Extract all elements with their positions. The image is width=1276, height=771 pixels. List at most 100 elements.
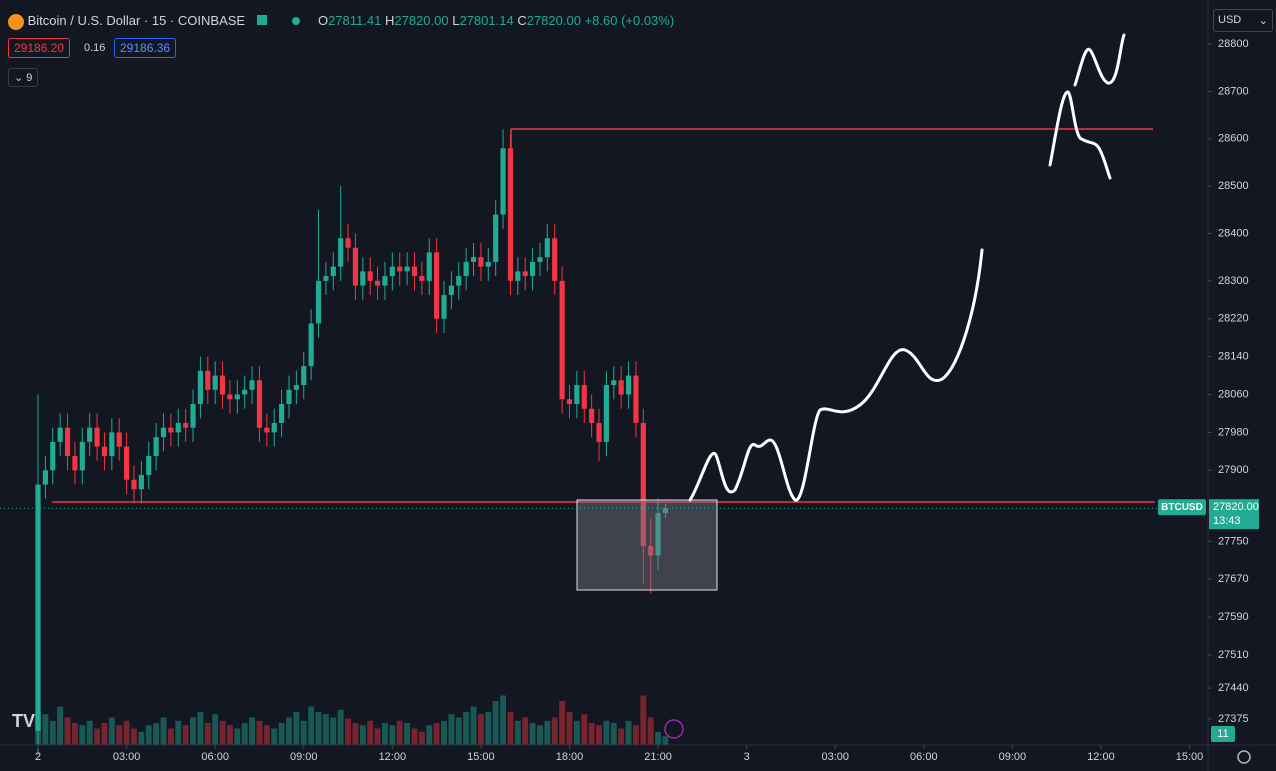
candle-body [190, 403, 196, 428]
volume-bar [522, 717, 529, 745]
candle-body [301, 366, 307, 386]
candle-body [205, 370, 211, 390]
y-tick-label: 28060 [1218, 388, 1249, 400]
candle-body [286, 389, 292, 404]
countdown: 13:43 [1213, 515, 1241, 527]
settings-icon[interactable] [1237, 750, 1251, 764]
volume-bar [359, 725, 366, 745]
volume-bar [256, 720, 263, 745]
volume-bar [234, 728, 241, 745]
volume-bar [404, 723, 411, 745]
volume-bar [647, 717, 654, 745]
ohlc-value: 27811.41 [328, 13, 382, 28]
buy-button[interactable]: 29186.36 [114, 38, 177, 58]
volume-bar [529, 723, 536, 745]
candle-body [50, 441, 56, 471]
volume-bar [108, 717, 115, 745]
candle-body [249, 380, 255, 390]
candle-body [589, 408, 595, 423]
volume-bar [463, 712, 470, 745]
candle-body [640, 422, 646, 547]
volume-bar [396, 720, 403, 745]
x-tick-label: 09:00 [999, 751, 1027, 763]
candle-body [522, 271, 528, 277]
volume-bar [662, 736, 669, 745]
volume-bar [322, 714, 329, 745]
candle-body [559, 280, 565, 400]
axes: 28800 28700 28600 28500 28400 28300 28220 28140… [0, 38, 1259, 763]
volume-bar [138, 731, 145, 745]
volume-bar [441, 720, 447, 745]
volume-bar [204, 723, 211, 745]
flag[interactable] [256, 15, 267, 25]
candle-body [470, 257, 477, 262]
indicators-count: 9 [26, 72, 33, 84]
volume-bar [123, 720, 130, 745]
volume-bar [581, 714, 588, 745]
volume-bar [145, 725, 152, 745]
x-tick-label: 06:00 [910, 751, 938, 763]
volume-bar [226, 725, 233, 745]
badge-bg [1211, 726, 1235, 742]
candle-body [552, 238, 558, 281]
volume-bar [212, 714, 219, 745]
candle-body [382, 276, 388, 286]
highlight-box [576, 499, 718, 591]
currency-select[interactable]: USD ⌄ [1213, 9, 1273, 32]
candle-body [478, 257, 484, 267]
symbol-tag-bg [1158, 499, 1206, 516]
volume-bar [367, 720, 374, 745]
x-tick-label: 18:00 [556, 751, 584, 763]
y-tick-label: 28140 [1218, 351, 1249, 363]
volume-bar [94, 728, 101, 745]
volume-bar [190, 717, 196, 745]
y-tick-label: 28600 [1218, 133, 1249, 145]
lightning-icon[interactable] [664, 719, 684, 739]
volume-bar [492, 701, 499, 745]
y-tick-label: 28220 [1218, 313, 1249, 325]
volume-bar [411, 728, 418, 745]
candle-body [64, 427, 71, 457]
volume-bar [167, 728, 174, 745]
candle-body [197, 370, 203, 404]
indicators-toggle[interactable]: ⌄ 9 [8, 68, 39, 87]
volume-bar [500, 695, 507, 745]
ohlc-label: H [384, 13, 395, 28]
y-tick-label: 27590 [1218, 611, 1249, 623]
candle-body [360, 271, 366, 286]
candle-body [338, 238, 344, 267]
status-dot [292, 17, 301, 25]
x-tick-label: 06:00 [201, 751, 229, 763]
candle-body [493, 214, 499, 262]
volume-bar [57, 706, 64, 745]
candle-body [146, 456, 152, 476]
candle-body [57, 427, 63, 442]
x-tick-label: 09:00 [290, 751, 318, 763]
y-tick-label: 27900 [1218, 464, 1249, 476]
volume-bar [514, 720, 521, 745]
ohlc-value: 27820.00 [394, 13, 449, 28]
x-tick-label: 03:00 [821, 751, 849, 763]
y-tick-label: 28700 [1218, 85, 1249, 97]
volume-bar [433, 723, 440, 745]
drawing [1073, 33, 1126, 87]
candle-body [72, 456, 78, 471]
volume-bar [655, 731, 662, 745]
sell-button[interactable]: 29186.20 [8, 38, 71, 58]
y-tick-label: 27510 [1218, 649, 1249, 661]
candle-body [566, 399, 573, 404]
ohlc-label: L [452, 13, 460, 28]
logo: TV [12, 711, 35, 731]
volume-bar [603, 720, 610, 745]
x-tick-label: 21:00 [644, 751, 672, 763]
candle-body [529, 261, 536, 277]
volume-bar [300, 720, 307, 745]
candle-body [168, 427, 174, 433]
spread: 0.16 [84, 42, 106, 54]
candle-body [633, 375, 639, 423]
candle-body [367, 271, 373, 281]
volume-bar [470, 706, 477, 745]
y-tick-label: 27750 [1218, 535, 1249, 547]
y-tick-label: 27375 [1218, 713, 1249, 725]
candle-body [441, 295, 447, 319]
